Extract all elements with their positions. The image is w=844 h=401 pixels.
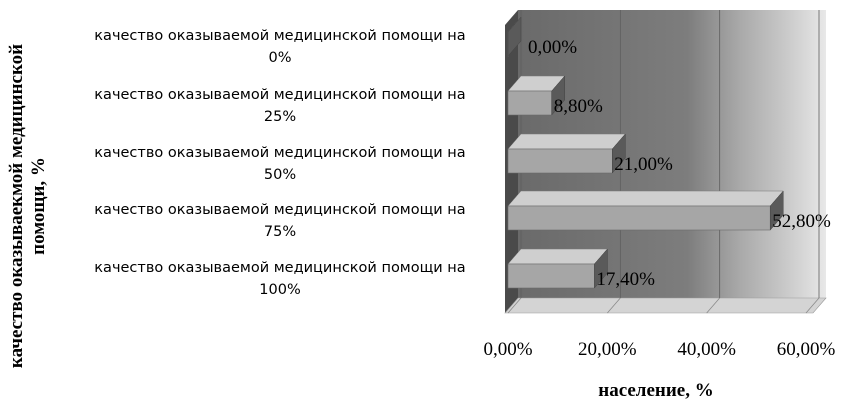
category-label-line-1: качество оказываемой медицинской помощи … (94, 28, 465, 44)
category-labels: качество оказываемой медицинской помощи … (94, 28, 465, 298)
floor-gridline (805, 297, 820, 314)
x-tick-label: 40,00% (677, 339, 736, 360)
category-label-line-2: 100% (259, 282, 300, 298)
floor-gridline (706, 297, 720, 314)
floor-gridline (607, 297, 621, 314)
bar-top (507, 248, 608, 265)
category-label-line-1: качество оказываемой медицинской помощи … (94, 202, 465, 218)
bar (507, 16, 522, 57)
bar-side (769, 190, 784, 231)
bar-side (612, 133, 626, 174)
x-tick-labels: 0,00% 20,00% 40,00% 60,00% (483, 339, 835, 360)
data-label: 21,00% (614, 154, 673, 175)
category-label-line-2: 25% (264, 109, 296, 125)
bar-side (551, 75, 565, 116)
bars (507, 16, 784, 289)
bar-side (507, 16, 522, 57)
x-tick-label: 60,00% (777, 339, 836, 360)
category-label-line-2: 0% (268, 50, 291, 66)
category-label-line-1: качество оказываемой медицинской помощи … (94, 260, 465, 276)
floor-gridline (507, 297, 522, 314)
category-label-line-2: 75% (264, 224, 296, 240)
bar (507, 248, 608, 289)
category-label-line-1: качество оказываемой медицинской помощи … (94, 145, 465, 161)
data-label: 8,80% (554, 96, 603, 117)
data-label: 17,40% (596, 269, 655, 290)
x-tick-label: 20,00% (578, 339, 637, 360)
bar-front (507, 90, 553, 116)
data-label: 52,80% (772, 211, 831, 232)
floor (504, 297, 827, 314)
bar-top (507, 190, 784, 207)
bar-side (594, 248, 608, 289)
bar (507, 190, 784, 231)
bar-front (507, 205, 771, 231)
bar-front (507, 263, 595, 289)
bar (507, 75, 566, 116)
bar-front (507, 148, 613, 174)
y-axis-title-line-2: помощи, % (28, 157, 49, 255)
data-labels: 0,00% 8,80% 21,00% 52,80% 17,40% (528, 37, 831, 290)
data-label: 0,00% (528, 37, 577, 58)
x-axis-title: население, % (598, 380, 713, 401)
category-label-line-2: 50% (264, 167, 296, 183)
category-label-line-1: качество оказываемой медицинской помощи … (94, 87, 465, 103)
bar (507, 133, 626, 174)
bar-top (507, 133, 626, 150)
y-axis-title: качество оказываекмой медицинской помощи… (6, 44, 49, 368)
x-tick-label: 0,00% (483, 339, 532, 360)
y-axis-title-line-1: качество оказываекмой медицинской (6, 44, 27, 368)
